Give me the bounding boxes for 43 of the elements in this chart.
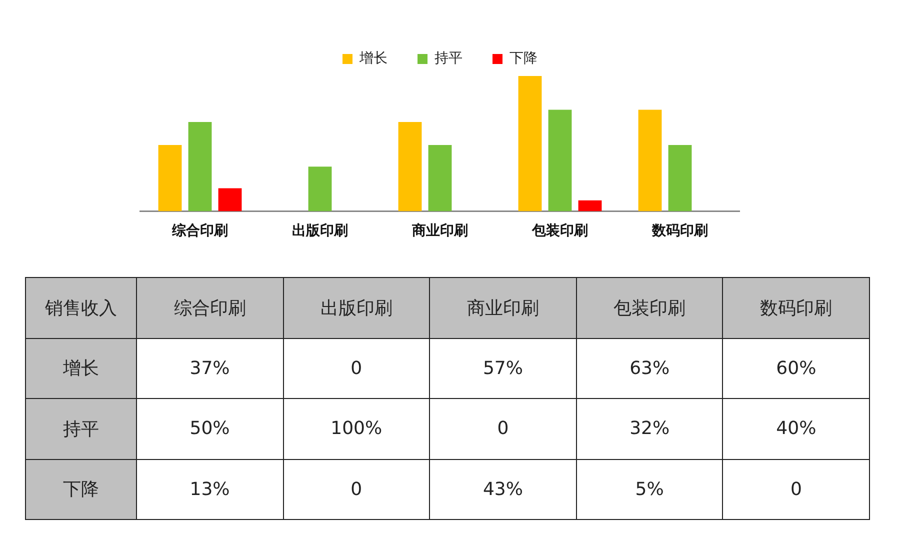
category-label: 综合印刷 [136,278,284,338]
text: 0 [790,478,802,500]
x-tick-label: 数码印刷 [651,223,708,240]
category-label: 出版印刷 [283,278,430,338]
legend-label: 下降 [510,50,538,67]
bar [398,122,422,212]
category-label: 商业印刷 [430,278,576,338]
x-tick-label: 出版印刷 [292,223,348,240]
text: 5% [635,478,664,500]
bar [518,76,542,212]
category-label: 增长 [63,358,99,380]
category-label: 持平 [63,418,99,440]
bar [668,144,692,212]
text: 32% [630,418,670,440]
text: 50% [190,418,230,440]
x-tick-label: 综合印刷 [171,222,228,240]
text: 0 [497,418,509,440]
text: 销售收入 [26,278,136,338]
category-label: 数码印刷 [722,278,870,338]
text: 43% [482,478,523,500]
bar [548,110,572,212]
bar [308,166,332,212]
bar [188,122,212,212]
text: 60% [776,358,816,379]
category-label: 下降 [63,479,99,500]
x-tick-label: 包装印刷 [531,223,588,240]
bar [578,200,602,212]
bar [158,144,182,212]
text: 40% [776,418,816,440]
text: 13% [190,478,230,500]
text: 100% [330,418,382,440]
category-label: 包装印刷 [576,278,723,338]
bar [428,144,452,212]
x-tick-label: 商业印刷 [411,222,468,240]
text: 37% [190,358,230,379]
text: 0 [350,358,362,379]
text: 63% [630,358,670,379]
text: 0 [350,478,362,500]
legend-label: 增长 [358,50,388,67]
bar [218,188,242,212]
bar [638,110,662,212]
text: 57% [482,358,523,379]
legend-label: 持平 [434,50,462,67]
